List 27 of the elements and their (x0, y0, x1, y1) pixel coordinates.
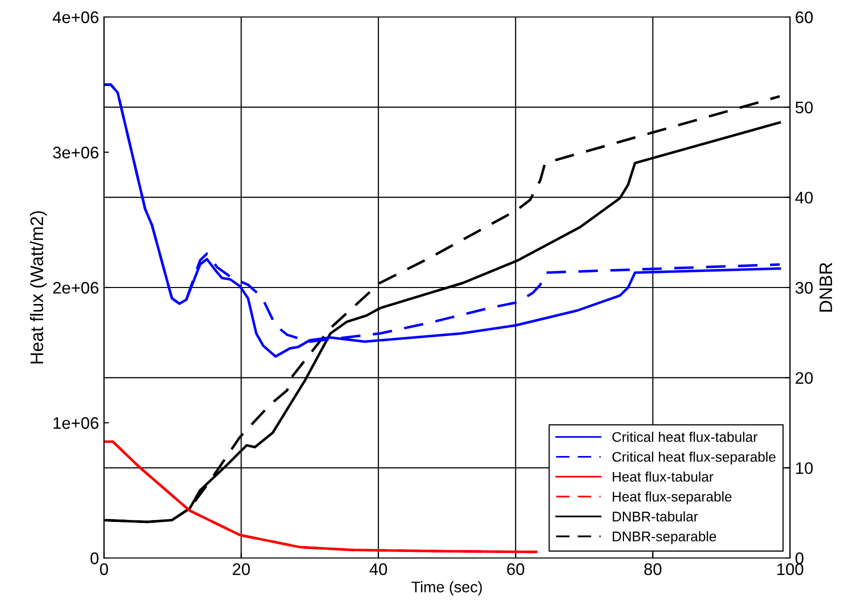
legend-label: Critical heat flux-tabular (612, 432, 758, 442)
x-tick-label: 60 (507, 563, 524, 576)
legend-label: Heat flux-tabular (612, 471, 714, 482)
x-tick-label: 0 (100, 563, 108, 576)
legend-label: Heat flux-separable (612, 491, 732, 504)
y-tick-label: 4e+06 (52, 11, 98, 24)
y2-axis-title: DNBR (820, 262, 832, 312)
legend-label: DNBR-separable (612, 531, 716, 544)
y-axis-title: Heat flux (Watt/m2) (30, 211, 47, 364)
x-tick-label: 40 (370, 563, 388, 576)
x-tick-label: 100 (777, 563, 804, 576)
y-tick-label: 0 (90, 552, 98, 564)
y-tick-label: 3e+06 (52, 146, 98, 158)
legend-label: Critical heat flux-separable (612, 452, 776, 465)
y-tick-label: 2e+06 (53, 282, 98, 294)
x-axis-title: Time (sec) (412, 581, 482, 596)
y2-tick-label: 10 (796, 462, 813, 474)
y2-tick-label: 50 (796, 102, 813, 114)
x-tick-label: 20 (232, 563, 250, 576)
legend-label: DNBR-tabular (612, 511, 698, 522)
y2-tick-label: 20 (796, 372, 813, 384)
x-tick-label: 80 (644, 563, 662, 576)
y-tick-label: 1e+06 (54, 417, 98, 429)
y2-tick-label: 60 (796, 11, 813, 24)
y2-tick-label: 40 (795, 192, 813, 204)
y2-tick-label: 30 (795, 282, 813, 294)
y2-tick-label: 0 (796, 552, 804, 564)
